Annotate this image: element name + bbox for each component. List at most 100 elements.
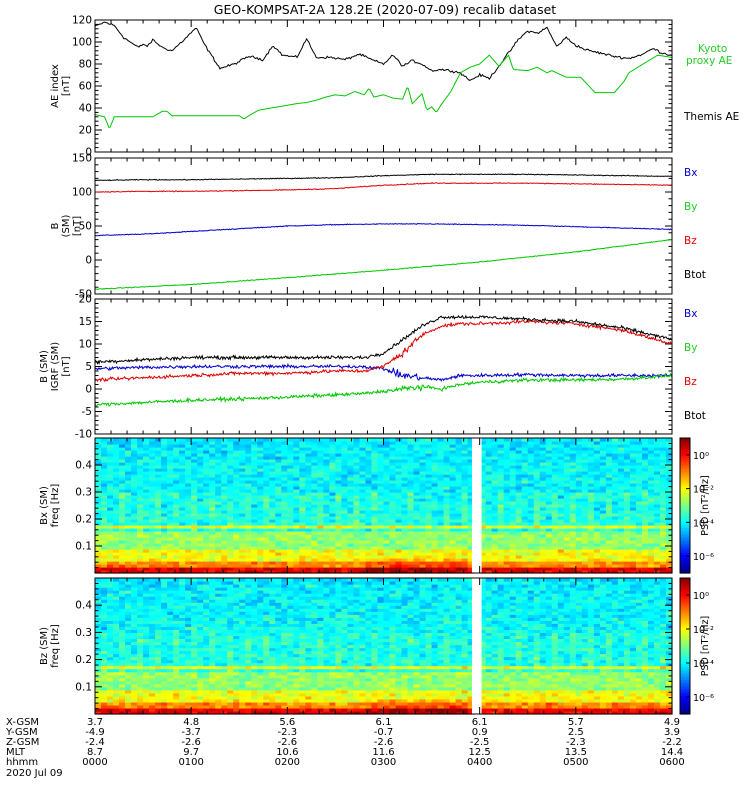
- heatmap-cell: [95, 704, 102, 709]
- heatmap-cell: [425, 510, 433, 514]
- heatmap-cell: [461, 459, 469, 463]
- heatmap-cell: [107, 546, 114, 550]
- heatmap-cell: [287, 483, 294, 487]
- heatmap-cell: [593, 531, 601, 535]
- colorbar-tick-label: 10⁻⁶: [693, 552, 714, 563]
- colorbar-step: [680, 570, 690, 574]
- heatmap-cell: [101, 668, 108, 673]
- heatmap-cell: [209, 507, 216, 511]
- heatmap-cell: [581, 471, 589, 475]
- heatmap-cell: [299, 462, 306, 466]
- heatmap-cell: [101, 704, 108, 709]
- heatmap-cell: [653, 489, 661, 493]
- heatmap-cell: [197, 471, 204, 475]
- heatmap-cell: [341, 501, 349, 505]
- heatmap-cell: [527, 504, 535, 508]
- heatmap-cell: [581, 549, 589, 553]
- heatmap-cell: [371, 540, 379, 544]
- heatmap-cell: [101, 698, 108, 703]
- heatmap-cell: [563, 486, 571, 490]
- heatmap-cell: [275, 549, 282, 553]
- heatmap-cell: [377, 489, 385, 493]
- colorbar-step: [680, 559, 690, 563]
- heatmap-cell: [401, 570, 409, 574]
- heatmap-cell: [347, 468, 355, 472]
- heatmap-cell: [611, 453, 619, 457]
- heatmap-cell: [527, 537, 535, 541]
- heatmap-cell: [155, 540, 162, 544]
- heatmap-cell: [245, 525, 252, 529]
- heatmap-cell: [185, 564, 192, 568]
- heatmap-cell: [305, 486, 312, 490]
- heatmap-cell: [581, 561, 589, 565]
- heatmap-cell: [551, 489, 559, 493]
- heatmap-cell: [413, 450, 421, 454]
- heatmap-cell: [263, 477, 270, 481]
- colorbar-step: [680, 537, 690, 540]
- heatmap-cell: [587, 489, 595, 493]
- heatmap-cell: [539, 450, 547, 454]
- heatmap-cell: [611, 495, 619, 499]
- heatmap-cell: [605, 480, 613, 484]
- heatmap-cell: [461, 543, 469, 547]
- heatmap-cell: [245, 516, 252, 520]
- heatmap-cell: [491, 540, 499, 544]
- heatmap-cell: [545, 546, 553, 550]
- heatmap-cell: [455, 468, 463, 472]
- heatmap-cell: [233, 555, 240, 559]
- heatmap-cell: [347, 528, 355, 532]
- heatmap-cell: [191, 537, 198, 541]
- heatmap-cell: [443, 450, 451, 454]
- heatmap-cell: [467, 519, 475, 523]
- heatmap-cell: [281, 522, 288, 526]
- heatmap-cell: [197, 501, 204, 505]
- heatmap-cell: [419, 543, 427, 547]
- heatmap-cell: [605, 528, 613, 532]
- heatmap-cell: [281, 552, 288, 556]
- heatmap-cell: [485, 471, 493, 475]
- heatmap-cell: [275, 537, 282, 541]
- heatmap-cell: [629, 558, 637, 562]
- heatmap-cell: [251, 489, 258, 493]
- heatmap-cell: [521, 537, 529, 541]
- heatmap-cell: [131, 501, 138, 505]
- heatmap-cell: [245, 489, 252, 493]
- heatmap-cell: [617, 483, 625, 487]
- heatmap-cell: [539, 519, 547, 523]
- heatmap-cell: [365, 495, 373, 499]
- heatmap-cell: [299, 555, 306, 559]
- heatmap-cell: [437, 501, 445, 505]
- heatmap-cell: [275, 450, 282, 454]
- heatmap-cell: [503, 456, 511, 460]
- heatmap-cell: [527, 540, 535, 544]
- heatmap-cell: [191, 561, 198, 565]
- heatmap-cell: [299, 486, 306, 490]
- heatmap-cell: [299, 459, 306, 463]
- heatmap-cell: [503, 534, 511, 538]
- heatmap-cell: [539, 507, 547, 511]
- heatmap-cell: [587, 480, 595, 484]
- heatmap-cell: [119, 558, 126, 562]
- heatmap-cell: [263, 459, 270, 463]
- colorbar-step: [680, 507, 690, 511]
- heatmap-cell: [227, 513, 234, 517]
- heatmap-cell: [107, 525, 114, 529]
- heatmap-cell: [665, 522, 673, 526]
- heatmap-cell: [503, 483, 511, 487]
- heatmap-cell: [581, 516, 589, 520]
- heatmap-cell: [539, 525, 547, 529]
- heatmap-cell: [323, 516, 331, 520]
- heatmap-cell: [407, 570, 415, 574]
- heatmap-cell: [557, 567, 565, 571]
- heatmap-cell: [563, 438, 571, 442]
- heatmap-cell: [557, 522, 565, 526]
- heatmap-cell: [521, 441, 529, 445]
- heatmap-cell: [443, 564, 451, 568]
- heatmap-cell: [131, 471, 138, 475]
- heatmap-cell: [275, 456, 282, 460]
- heatmap-cell: [455, 489, 463, 493]
- heatmap-cell: [125, 510, 132, 514]
- heatmap-cell: [515, 465, 523, 469]
- heatmap-cell: [587, 525, 595, 529]
- heatmap-cell: [311, 495, 318, 499]
